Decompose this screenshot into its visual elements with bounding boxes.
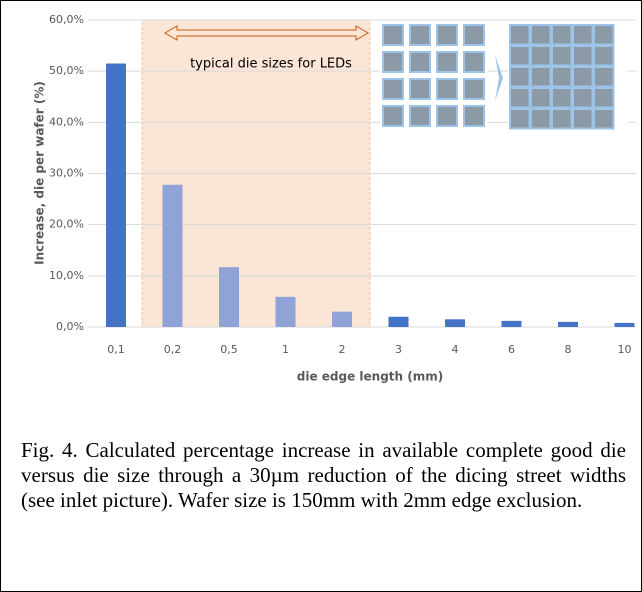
x-tick-label: 2 [339, 343, 346, 356]
bar [276, 297, 296, 327]
x-tick-label: 0,5 [220, 343, 238, 356]
die-square [531, 109, 551, 129]
chevron [495, 55, 503, 101]
bar [163, 185, 183, 327]
die-square [383, 52, 403, 72]
die-square [573, 46, 593, 66]
bar [332, 312, 352, 327]
x-tick-label: 3 [395, 343, 402, 356]
die-square [410, 25, 430, 45]
die-square [510, 67, 530, 87]
die-square [410, 106, 430, 126]
die-square [510, 88, 530, 108]
x-tick-label: 1 [282, 343, 289, 356]
x-tick-label: 8 [565, 343, 572, 356]
bar [219, 267, 239, 327]
y-tick-label: 0,0% [56, 320, 84, 333]
die-square [594, 46, 614, 66]
y-axis-title: Increase, die per wafer (%) [33, 81, 47, 265]
bar [445, 319, 465, 327]
die-square [437, 106, 457, 126]
die-square [552, 88, 572, 108]
die-square [573, 25, 593, 45]
die-square [573, 67, 593, 87]
x-tick-label: 0,1 [107, 343, 125, 356]
die-square [437, 79, 457, 99]
inlet-picture [380, 22, 628, 132]
die-square [594, 109, 614, 129]
x-tick-label: 4 [452, 343, 459, 356]
die-square [552, 25, 572, 45]
x-axis-title: die edge length (mm) [297, 370, 443, 384]
die-square [531, 46, 551, 66]
die-square [531, 67, 551, 87]
die-square [531, 88, 551, 108]
die-square [594, 25, 614, 45]
die-square [552, 67, 572, 87]
die-square [552, 46, 572, 66]
die-square [410, 79, 430, 99]
die-square [464, 25, 484, 45]
bar [106, 63, 126, 327]
die-square [510, 109, 530, 129]
annotation: typical die sizes for LEDs [190, 57, 352, 72]
bar [558, 322, 578, 327]
die-square [510, 25, 530, 45]
die-square [594, 67, 614, 87]
y-tick-label: 30,0% [49, 167, 84, 180]
die-square [437, 25, 457, 45]
figure-caption: Fig. 4. Calculated percentage increase i… [21, 438, 626, 513]
die-square [464, 79, 484, 99]
die-square [383, 25, 403, 45]
die-square [464, 106, 484, 126]
y-tick-label: 50,0% [49, 64, 84, 77]
die-square [552, 109, 572, 129]
die-square [573, 109, 593, 129]
die-square [464, 52, 484, 72]
die-square [410, 52, 430, 72]
die-square [437, 52, 457, 72]
y-tick-label: 10,0% [49, 269, 84, 282]
y-tick-label: 20,0% [49, 218, 84, 231]
y-tick-label: 40,0% [49, 115, 84, 128]
die-square [383, 79, 403, 99]
die-square [531, 25, 551, 45]
die-square [573, 88, 593, 108]
x-tick-label: 0,2 [164, 343, 182, 356]
die-square [510, 46, 530, 66]
x-tick-label: 6 [508, 343, 515, 356]
bar [502, 321, 522, 327]
y-tick-label: 60,0% [49, 13, 84, 26]
bar [615, 323, 635, 327]
x-tick-label: 10 [618, 343, 632, 356]
bar [389, 317, 409, 327]
die-square [594, 88, 614, 108]
die-square [383, 106, 403, 126]
